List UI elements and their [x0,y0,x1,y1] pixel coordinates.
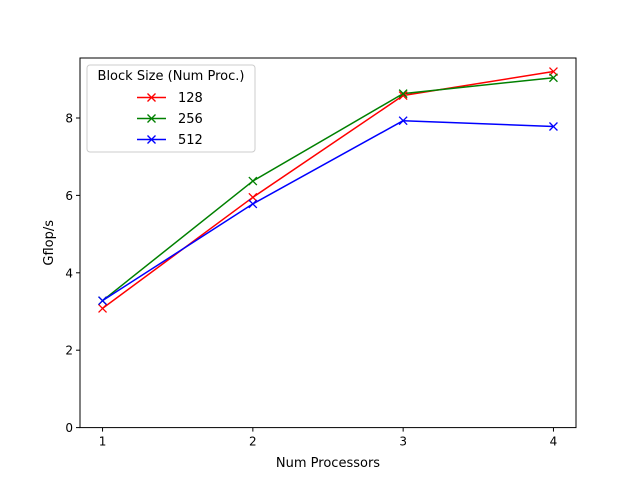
x-tick-label: 3 [399,435,407,449]
data-point-128 [248,192,258,202]
data-point-512 [98,296,108,306]
x-tick-label: 2 [249,435,257,449]
legend-entries: 128 256 512 [137,91,203,148]
legend-label: 256 [178,112,203,127]
legend-box [86,64,256,153]
legend-entry-256: 256 [137,112,203,127]
series-line-256 [102,76,554,302]
x-tick-label: 4 [550,435,558,449]
plot-frame [79,57,577,429]
data-point-256 [548,73,558,83]
data-point-256 [248,176,258,186]
data-point-512 [548,122,558,131]
series-lines [102,70,554,310]
data-point-256 [398,89,408,99]
legend-label: 128 [178,91,203,106]
y-tick-label: 4 [65,266,73,280]
x-axis-label: Num Processors [276,456,380,471]
series-markers [98,67,558,313]
data-point-128 [398,91,408,101]
y-axis: 0 2 4 6 8 [65,111,80,435]
y-tick-label: 6 [65,189,73,203]
y-axis-label: Gflop/s [42,220,57,266]
legend-title: Block Size (Num Proc.) [98,69,245,84]
x-tick-label: 1 [99,435,107,449]
legend-label: 512 [178,133,203,148]
x-axis: 1 2 3 4 [99,427,558,449]
data-point-512 [398,116,408,126]
legend-entry-512: 512 [137,133,203,148]
y-tick-label: 2 [65,344,73,358]
legend-entry-128: 128 [137,91,203,106]
data-point-128 [98,303,108,313]
data-point-512 [248,199,258,209]
y-tick-label: 8 [65,111,73,125]
legend: Block Size (Num Proc.) 128 256 512 [86,64,256,153]
series-line-512 [102,119,554,302]
y-tick-label: 0 [65,421,73,435]
